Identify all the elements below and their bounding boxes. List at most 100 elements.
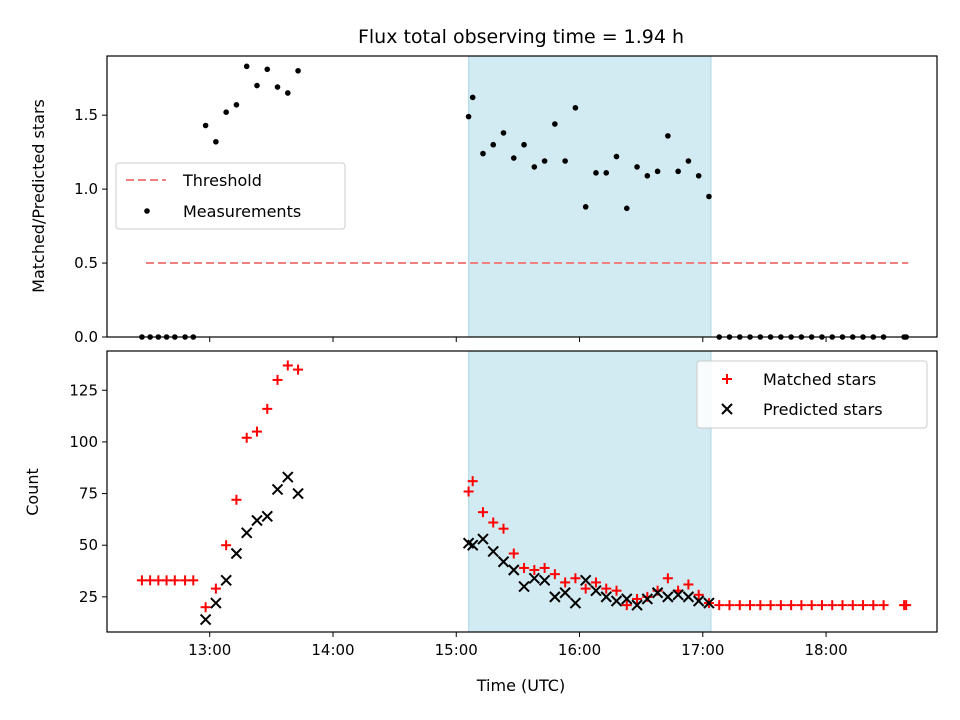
matched-stars-point: [858, 600, 869, 611]
matched-stars-point: [467, 476, 478, 487]
measurements-point: [233, 102, 240, 108]
predicted-stars-point: [199, 613, 212, 626]
predicted-stars-point: [477, 533, 489, 545]
x-tick-label: 18:00: [804, 641, 847, 659]
matched-stars-point: [806, 600, 817, 611]
matched-stars-point: [477, 507, 488, 518]
matched-stars-point: [775, 600, 786, 611]
matched-stars-point: [632, 593, 643, 604]
legend-matched-label: Matched stars: [763, 370, 876, 389]
measurements-point: [465, 113, 472, 120]
predicted-stars-point: [518, 580, 530, 593]
predicted-stars-point: [292, 487, 304, 500]
matched-stars-point: [251, 426, 262, 437]
legend-predicted-label: Predicted stars: [763, 400, 883, 419]
matched-stars-point: [272, 374, 283, 385]
matched-stars-point: [745, 600, 756, 611]
matched-stars-point: [662, 573, 673, 584]
bottom-y-axis-label: Count: [23, 468, 42, 516]
top-panel: 0.0 0.5 1.0 1.5 Threshold Measurements: [74, 55, 938, 346]
bottom-y-tick-label: 25: [79, 588, 98, 606]
legend-measurements-swatch: [144, 208, 150, 214]
top-y-tick-label: 0.5: [74, 254, 98, 272]
measurements-point: [500, 130, 507, 136]
legend-measurements-label: Measurements: [183, 202, 301, 221]
matched-stars-point: [714, 600, 725, 611]
matched-stars-point: [221, 540, 232, 551]
predicted-stars-point: [261, 510, 273, 523]
predicted-stars-point: [508, 564, 520, 576]
measurements-point: [243, 63, 250, 70]
bottom-panel: 25 50 75 100 125 13:00 14:00 15:00 16:00 17:00 18:…: [69, 350, 938, 659]
matched-stars-point: [693, 589, 704, 600]
predicted-stars-point: [621, 593, 633, 605]
matched-stars-point: [816, 600, 827, 611]
predicted-stars-point: [220, 574, 232, 587]
matched-stars-point: [601, 583, 612, 594]
predicted-stars-point: [487, 545, 499, 558]
matched-stars-point: [786, 600, 797, 611]
measurements-point: [521, 141, 527, 148]
predicted-stars-point: [569, 597, 582, 609]
predicted-stars-point: [610, 595, 623, 607]
matched-stars-point: [488, 517, 499, 528]
predicted-stars-point: [230, 547, 243, 560]
predicted-stars-point: [672, 589, 684, 601]
predicted-stars-point: [240, 527, 253, 539]
predicted-stars-point: [559, 587, 571, 599]
matched-stars-point: [519, 562, 530, 573]
matched-stars-point: [200, 602, 211, 613]
matched-stars-point: [463, 486, 474, 497]
matched-stars-point: [169, 575, 180, 586]
matched-stars-point: [549, 569, 560, 580]
bottom-y-tick-label: 125: [69, 381, 98, 399]
measurements-point: [541, 158, 548, 164]
x-axis-label: Time (UTC): [476, 676, 565, 695]
x-tick-label: 15:00: [435, 641, 478, 659]
measurements-point: [685, 158, 692, 164]
top-observing-span: [468, 55, 712, 338]
top-y-tick-label: 0.0: [74, 328, 98, 346]
x-tick-label: 17:00: [681, 641, 724, 659]
measurements-point: [202, 122, 209, 129]
legend-predicted-swatch: [721, 403, 733, 415]
matched-stars-point: [827, 600, 838, 611]
top-y-axis-label: Matched/Predicted stars: [29, 99, 48, 293]
measurements-point: [695, 172, 702, 179]
matched-stars-point: [293, 364, 304, 375]
top-y-tick-label: 1.5: [74, 106, 98, 124]
measurements-point: [582, 204, 589, 210]
predicted-stars-point: [631, 599, 643, 611]
measurements-point: [480, 150, 486, 157]
predicted-stars-point: [466, 539, 479, 551]
predicted-stars-point: [538, 574, 551, 587]
measurements-point: [223, 109, 229, 115]
matched-stars-point: [611, 585, 622, 596]
bottom-axes-frame: [106, 350, 938, 633]
chart-title: Flux total observing time = 1.94 h: [358, 26, 684, 48]
measurements-point: [654, 168, 661, 175]
bottom-y-tick-label: 100: [69, 433, 98, 451]
measurements-point: [644, 172, 651, 179]
measurements-point: [613, 153, 620, 160]
measurements-point: [634, 164, 640, 170]
measurements-point: [623, 205, 630, 212]
matched-stars-point: [755, 600, 766, 611]
matched-stars-point: [683, 579, 694, 590]
predicted-stars-point: [590, 584, 602, 597]
matched-stars-point: [188, 575, 199, 586]
measurements-point: [562, 158, 568, 164]
predicted-stars-point: [528, 572, 541, 584]
matched-stars-point: [262, 403, 273, 414]
predicted-stars-point: [251, 514, 263, 527]
measurements-point: [254, 82, 260, 89]
predicted-stars-point: [692, 595, 705, 607]
measurements-point: [264, 66, 271, 73]
matched-stars-point: [529, 565, 540, 576]
matched-stars-point: [580, 583, 591, 594]
matched-stars-point: [539, 562, 550, 573]
predicted-stars-point: [210, 597, 222, 609]
predicted-stars-point: [579, 574, 592, 587]
matched-stars-point: [878, 600, 889, 611]
predicted-stars-point: [271, 483, 284, 496]
